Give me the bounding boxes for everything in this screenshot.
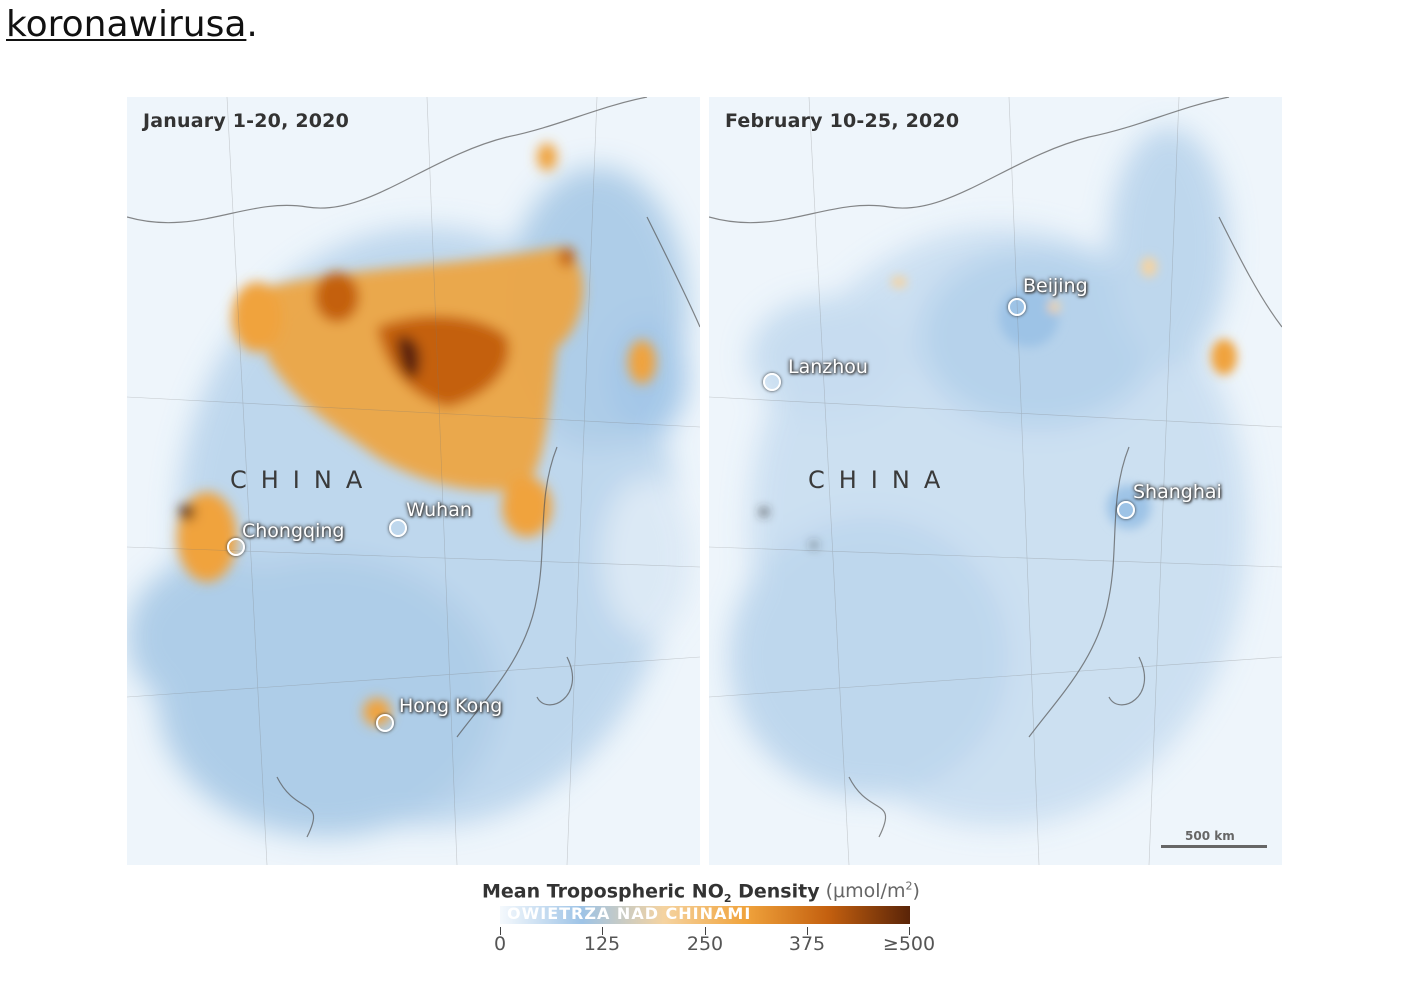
city-label-shanghai: Shanghai xyxy=(1133,481,1222,503)
legend-overlay-text: OWIETRZA NAD CHINAMI xyxy=(507,904,752,923)
legend-tick-mark xyxy=(807,927,808,935)
country-label-china-january: CHINA xyxy=(230,466,377,494)
map-panel-february: February 10-25, 2020 CHINA Beijing Lanzh… xyxy=(709,97,1282,865)
marker-chongqing xyxy=(227,538,245,556)
city-label-hong-kong: Hong Kong xyxy=(399,695,503,717)
city-label-beijing: Beijing xyxy=(1023,275,1088,297)
intro-punctuation: . xyxy=(246,4,258,45)
panel-title-february: February 10-25, 2020 xyxy=(725,110,960,132)
legend-title-rest: Density xyxy=(731,880,820,903)
legend-unit: (μmol/m2) xyxy=(826,880,920,902)
legend-tick-mark xyxy=(602,927,603,935)
marker-lanzhou xyxy=(763,373,781,391)
panel-title-january: January 1-20, 2020 xyxy=(143,110,349,132)
map-february-image xyxy=(709,97,1282,865)
legend-color-bar xyxy=(500,906,910,924)
country-label-china-february: CHINA xyxy=(808,466,955,494)
legend-unit-sup: 2 xyxy=(905,880,913,893)
map-january-image xyxy=(127,97,700,865)
city-label-chongqing: Chongqing xyxy=(242,520,345,542)
legend-title-sub: 2 xyxy=(723,892,732,906)
koronawirus-link[interactable]: koronawirusa xyxy=(6,4,247,45)
legend-tick-label: ≥500 xyxy=(882,933,936,955)
legend-title-main: Mean Tropospheric NO xyxy=(482,880,724,903)
legend-tick-mark xyxy=(500,927,501,935)
marker-wuhan xyxy=(389,519,407,537)
marker-hong-kong xyxy=(376,714,394,732)
map-panel-january: January 1-20, 2020 CHINA Wuhan Chongqing… xyxy=(127,97,700,865)
marker-beijing xyxy=(1008,298,1026,316)
scale-bar xyxy=(1161,845,1267,848)
marker-shanghai xyxy=(1117,501,1135,519)
legend-title: Mean Tropospheric NO2 Density (μmol/m2) xyxy=(482,880,920,905)
legend-unit-end: ) xyxy=(912,880,920,903)
legend-tick-label: 0 xyxy=(493,933,507,955)
legend-unit-main: (μmol/m xyxy=(825,880,906,903)
legend-tick-label: 250 xyxy=(686,933,724,955)
legend-tick-label: 125 xyxy=(583,933,621,955)
no2-comparison-figure: January 1-20, 2020 CHINA Wuhan Chongqing… xyxy=(127,97,1282,975)
city-label-lanzhou: Lanzhou xyxy=(788,356,868,378)
scale-label: 500 km xyxy=(1185,829,1235,843)
legend-tick-label: 375 xyxy=(788,933,826,955)
legend-tick-mark xyxy=(705,927,706,935)
intro-text: koronawirusa. xyxy=(6,0,258,50)
legend-tick-mark xyxy=(909,927,910,935)
city-label-wuhan: Wuhan xyxy=(406,499,472,521)
